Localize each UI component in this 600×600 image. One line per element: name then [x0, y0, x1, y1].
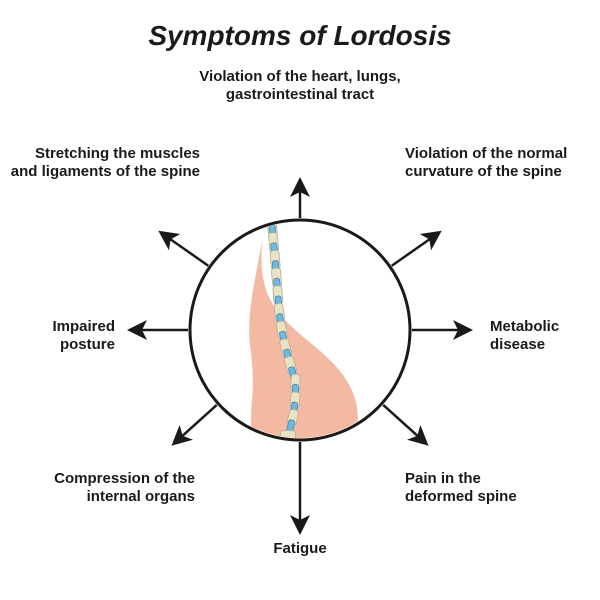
symptom-arrow	[175, 405, 217, 442]
symptom-arrow	[392, 234, 438, 266]
symptom-label: Metabolicdisease	[490, 318, 559, 354]
symptom-label: Pain in thedeformed spine	[405, 470, 517, 506]
symptom-label: Stretching the musclesand ligaments of t…	[11, 145, 200, 181]
symptom-label: Violation of the normalcurvature of the …	[405, 145, 567, 181]
symptom-label: Compression of theinternal organs	[54, 470, 195, 506]
symptom-arrow	[162, 234, 208, 266]
symptom-label: Fatigue	[273, 540, 326, 558]
symptom-arrow	[383, 405, 425, 442]
symptom-label: Impairedposture	[52, 318, 115, 354]
symptom-label: Violation of the heart, lungs,gastrointe…	[199, 68, 400, 104]
